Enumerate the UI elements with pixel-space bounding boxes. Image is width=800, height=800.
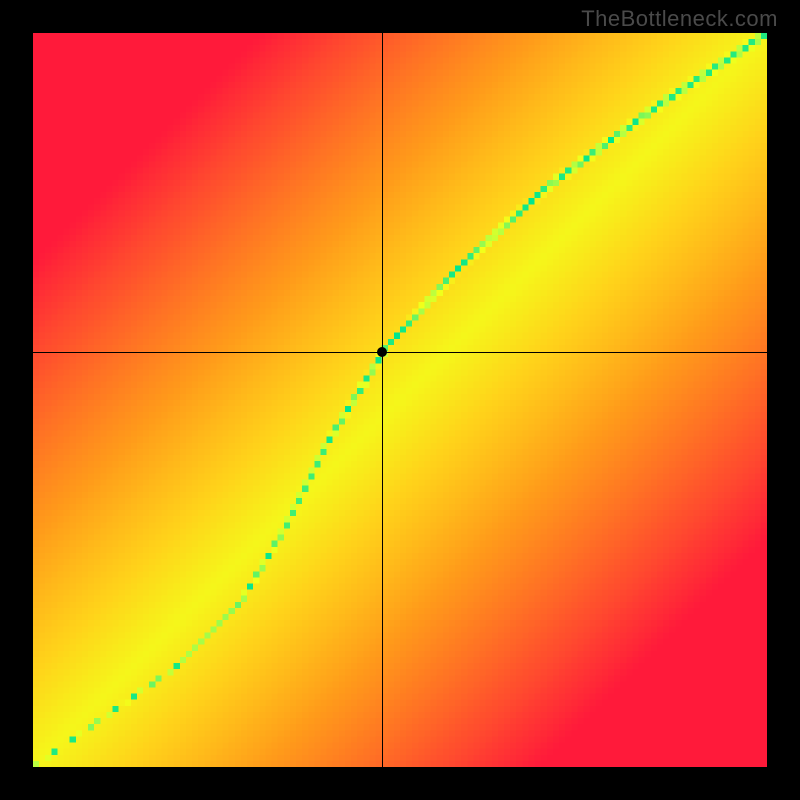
crosshair-marker: [377, 347, 387, 357]
crosshair-horizontal: [33, 352, 767, 353]
watermark-text: TheBottleneck.com: [581, 6, 778, 32]
heatmap-plot: [33, 33, 767, 767]
chart-container: TheBottleneck.com: [0, 0, 800, 800]
crosshair-vertical: [382, 33, 383, 767]
heatmap-canvas: [33, 33, 767, 767]
